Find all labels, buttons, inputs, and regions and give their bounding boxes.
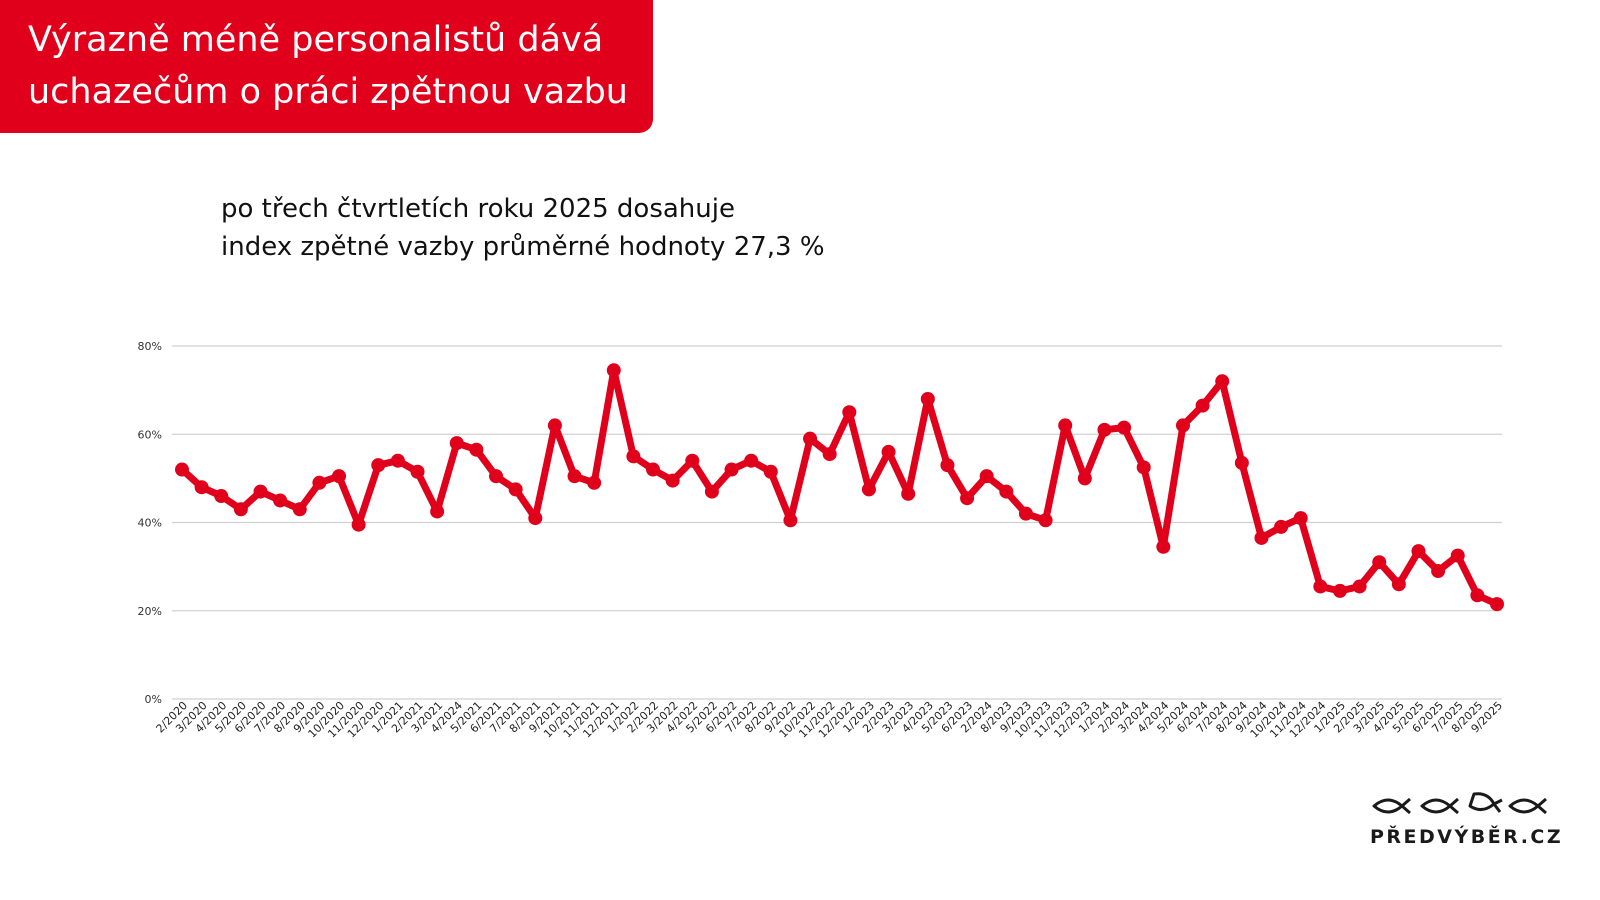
x-axis-ticks: 2/20203/20204/20205/20206/20207/20208/20… [154,699,1506,741]
data-point [1117,420,1132,435]
data-point [1254,530,1269,545]
y-axis-ticks: 0% 20% 40% 60% 80% [138,340,162,706]
data-point [1195,398,1210,413]
data-point [1097,422,1112,437]
y-tick-label: 80% [138,340,162,353]
data-point [1490,597,1504,612]
data-point [1058,418,1073,433]
data-point [214,489,229,504]
y-tick-label: 60% [138,428,162,441]
data-point [449,436,464,451]
predvyber-logo: PŘEDVÝBĚR.CZ [1370,788,1564,848]
data-point [979,469,994,484]
data-point [1018,506,1033,521]
data-point [704,484,719,499]
data-point [430,504,445,519]
data-point [724,462,739,477]
logo-text: PŘEDVÝBĚR.CZ [1370,826,1564,848]
title-banner: Výrazně méně personalistů dává uchazečům… [0,0,653,133]
data-point [803,431,818,446]
data-point [960,491,975,506]
y-tick-label: 40% [138,517,162,530]
data-point [469,442,484,457]
chart-subtitle: po třech čtvrtletích roku 2025 dosahuje … [221,190,825,266]
data-point [1215,374,1230,389]
data-point [1352,579,1367,594]
data-point [194,480,209,495]
data-point [842,405,857,420]
series-line [178,366,1501,608]
data-point [665,473,680,488]
subtitle-line-1: po třech čtvrtletích roku 2025 dosahuje [221,194,735,224]
data-point [253,484,268,499]
data-point [1450,548,1465,563]
data-point [410,464,425,479]
data-point [1391,577,1406,592]
data-point [233,502,248,517]
subtitle-line-2: index zpětné vazby průměrné hodnoty 27,3… [221,232,825,262]
data-point [489,469,504,484]
fish-row-icon [1372,792,1547,815]
data-point [292,502,307,517]
data-point [920,391,935,406]
y-tick-label: 20% [138,605,162,618]
series-feedback-index [175,363,1504,612]
data-point [1175,418,1190,433]
data-point [351,517,366,532]
data-point [1313,579,1328,594]
data-point [587,475,602,490]
data-point [822,447,837,462]
data-point [312,475,327,490]
data-point [1077,471,1092,486]
data-point [861,482,876,497]
data-point [567,469,582,484]
data-point [1156,539,1171,554]
title-line-1: Výrazně méně personalistů dává [28,20,604,60]
data-point [685,453,700,468]
data-point [1234,455,1249,470]
y-tick-label: 0% [145,693,162,706]
data-point [1293,511,1308,526]
data-point [273,493,288,508]
title-line-2: uchazečům o práci zpětnou vazbu [28,72,628,112]
data-point [606,363,621,378]
data-point [332,469,347,484]
data-point [508,482,523,497]
data-point [1136,460,1151,475]
data-point [1274,519,1289,534]
data-point [999,484,1014,499]
data-point [901,486,916,501]
data-point [390,453,405,468]
data-point [1411,544,1426,559]
data-point [1332,583,1347,598]
data-point [547,418,562,433]
data-point [1038,513,1053,528]
data-point [1372,555,1387,570]
data-point [763,464,778,479]
data-point [744,453,759,468]
data-point [646,462,661,477]
data-point [1470,588,1485,603]
data-point [626,449,641,464]
data-point [371,458,386,473]
data-point [175,462,189,477]
data-point [783,513,798,528]
data-point [940,458,955,473]
data-point [528,511,543,526]
data-point [881,444,896,459]
data-point [1431,564,1446,579]
